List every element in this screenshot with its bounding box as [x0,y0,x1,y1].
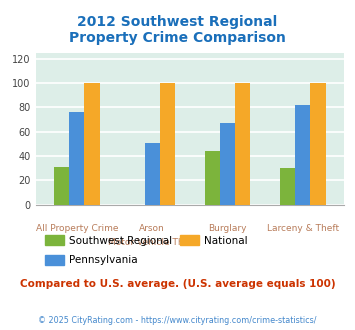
Text: Motor Vehicle Theft: Motor Vehicle Theft [108,238,196,247]
Text: All Property Crime: All Property Crime [36,224,118,233]
Text: Burglary: Burglary [208,224,247,233]
Text: Larceny & Theft: Larceny & Theft [267,224,339,233]
Bar [220,123,235,205]
Text: © 2025 CityRating.com - https://www.cityrating.com/crime-statistics/: © 2025 CityRating.com - https://www.city… [38,316,317,325]
Bar [205,151,220,205]
Bar [295,105,311,205]
Text: Compared to U.S. average. (U.S. average equals 100): Compared to U.S. average. (U.S. average … [20,280,335,289]
Bar [145,143,160,205]
Text: Arson: Arson [140,224,165,233]
Bar [235,83,250,205]
Bar [311,83,326,205]
Legend: Southwest Regional, National: Southwest Regional, National [41,231,252,250]
Bar [160,83,175,205]
Bar [280,168,295,205]
Legend: Pennsylvania: Pennsylvania [41,251,142,270]
Bar [54,167,69,205]
Bar [69,112,84,205]
Text: 2012 Southwest Regional
Property Crime Comparison: 2012 Southwest Regional Property Crime C… [69,15,286,45]
Bar [84,83,99,205]
